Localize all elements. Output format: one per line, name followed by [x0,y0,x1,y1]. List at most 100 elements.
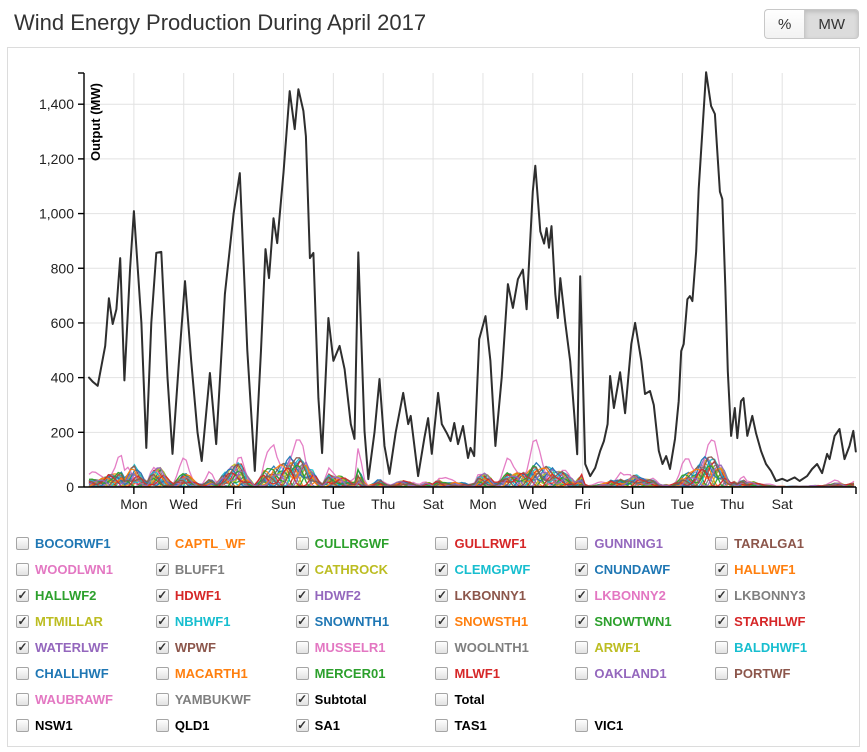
legend-item-MACARTH1[interactable]: MACARTH1 [155,660,296,686]
unchecked-checkbox[interactable] [435,692,449,706]
unchecked-checkbox[interactable] [715,536,729,550]
checked-checkbox[interactable]: ✓ [155,561,169,576]
legend-item-YAMBUKWF[interactable]: YAMBUKWF [155,686,296,712]
legend-item-BLUFF1[interactable]: ✓ BLUFF1 [155,556,296,582]
legend-item-BALDHWF1[interactable]: BALDHWF1 [715,634,855,660]
legend-item-MUSSELR1[interactable]: MUSSELR1 [295,634,436,660]
unchecked-checkbox[interactable] [16,692,29,706]
legend-item-CLEMGPWF[interactable]: ✓ CLEMGPWF [435,556,575,582]
legend-item-WOOLNTH1[interactable]: WOOLNTH1 [435,634,575,660]
unchecked-checkbox[interactable] [155,718,169,732]
legend-item-CAPTL_WF[interactable]: CAPTL_WF [155,530,296,556]
checked-checkbox[interactable]: ✓ [295,691,309,706]
legend-item-GULLRWF1[interactable]: GULLRWF1 [435,530,575,556]
legend-item-NSW1[interactable]: NSW1 [16,712,156,738]
unchecked-checkbox[interactable] [575,640,589,654]
legend-item-OAKLAND1[interactable]: OAKLAND1 [575,660,715,686]
checked-checkbox[interactable]: ✓ [295,613,309,628]
unchecked-checkbox[interactable] [435,718,449,732]
unchecked-checkbox[interactable] [435,640,449,654]
checked-checkbox[interactable]: ✓ [155,587,169,602]
legend-item-HALLWF1[interactable]: ✓ HALLWF1 [715,556,855,582]
checked-checkbox[interactable]: ✓ [715,613,729,628]
legend-item-CNUNDAWF[interactable]: ✓ CNUNDAWF [575,556,715,582]
x-tick-label: Sun [620,496,645,512]
checked-checkbox[interactable]: ✓ [295,587,309,602]
unchecked-checkbox[interactable] [295,536,309,550]
legend-item-LKBONNY2[interactable]: ✓ LKBONNY2 [575,582,715,608]
legend-item-TARALGA1[interactable]: TARALGA1 [715,530,855,556]
legend-item-ARWF1[interactable]: ARWF1 [575,634,715,660]
legend-item-GUNNING1[interactable]: GUNNING1 [575,530,715,556]
legend-item-LKBONNY3[interactable]: ✓ LKBONNY3 [715,582,855,608]
legend-item-STARHLWF[interactable]: ✓ STARHLWF [715,608,855,634]
checked-checkbox[interactable]: ✓ [435,587,449,602]
checked-checkbox[interactable]: ✓ [16,639,29,654]
unchecked-checkbox[interactable] [435,536,449,550]
percent-button[interactable]: % [764,9,805,39]
legend-item-LKBONNY1[interactable]: ✓ LKBONNY1 [435,582,575,608]
legend-item-SA1[interactable]: ✓ SA1 [295,712,436,738]
legend-item-HDWF2[interactable]: ✓ HDWF2 [295,582,436,608]
unchecked-checkbox[interactable] [155,536,169,550]
legend-item-NBHWF1[interactable]: ✓ NBHWF1 [155,608,296,634]
checked-checkbox[interactable]: ✓ [715,587,729,602]
unchecked-checkbox[interactable] [295,666,309,680]
x-tick-label: Tue [671,496,695,512]
legend-item-CULLRGWF[interactable]: CULLRGWF [295,530,436,556]
legend-item-QLD1[interactable]: QLD1 [155,712,296,738]
legend-label: SA1 [314,717,340,733]
legend-label: Total [454,691,485,707]
legend-item-PORTWF[interactable]: PORTWF [715,660,855,686]
legend-item-SNOWNTH1[interactable]: ✓ SNOWNTH1 [295,608,436,634]
legend-item-MLWF1[interactable]: MLWF1 [435,660,575,686]
legend-item-WPWF[interactable]: ✓ WPWF [155,634,296,660]
legend-item-MERCER01[interactable]: MERCER01 [295,660,436,686]
unchecked-checkbox[interactable] [575,666,589,680]
checked-checkbox[interactable]: ✓ [435,613,449,628]
unchecked-checkbox[interactable] [435,666,449,680]
unchecked-checkbox[interactable] [155,666,169,680]
legend-item-SNOWTWN1[interactable]: ✓ SNOWTWN1 [575,608,715,634]
checked-checkbox[interactable]: ✓ [155,613,169,628]
legend-item-Subtotal[interactable]: ✓ Subtotal [295,686,436,712]
checked-checkbox[interactable]: ✓ [16,613,29,628]
legend-item-WOODLWN1[interactable]: WOODLWN1 [16,556,156,582]
unchecked-checkbox[interactable] [16,562,29,576]
unchecked-checkbox[interactable] [16,718,29,732]
checked-checkbox[interactable]: ✓ [575,587,589,602]
unchecked-checkbox[interactable] [575,718,589,732]
checked-checkbox[interactable]: ✓ [295,717,309,732]
x-tick-label: Sat [772,496,793,512]
checked-checkbox[interactable]: ✓ [715,561,729,576]
legend-item-MTMILLAR[interactable]: ✓ MTMILLAR [16,608,156,634]
checked-checkbox[interactable]: ✓ [575,561,589,576]
legend-item-BOCORWF1[interactable]: BOCORWF1 [16,530,156,556]
unchecked-checkbox[interactable] [16,666,29,680]
unchecked-checkbox[interactable] [16,536,29,550]
legend-item-CHALLHWF[interactable]: CHALLHWF [16,660,156,686]
legend-label: QLD1 [174,717,210,733]
legend-item-SNOWSTH1[interactable]: ✓ SNOWSTH1 [435,608,575,634]
legend-item-Total[interactable]: Total [435,686,575,712]
legend-item-HALLWF2[interactable]: ✓ HALLWF2 [16,582,156,608]
legend-item-WAUBRAWF[interactable]: WAUBRAWF [16,686,156,712]
y-tick-label: 0 [66,479,74,495]
checked-checkbox[interactable]: ✓ [435,561,449,576]
checked-checkbox[interactable]: ✓ [155,639,169,654]
legend-item-CATHROCK[interactable]: ✓ CATHROCK [295,556,436,582]
unchecked-checkbox[interactable] [715,666,729,680]
legend-item-TAS1[interactable]: TAS1 [435,712,575,738]
checked-checkbox[interactable]: ✓ [295,561,309,576]
unchecked-checkbox[interactable] [575,536,589,550]
unchecked-checkbox[interactable] [155,692,169,706]
legend-item-HDWF1[interactable]: ✓ HDWF1 [155,582,296,608]
unchecked-checkbox[interactable] [715,640,729,654]
checked-checkbox[interactable]: ✓ [16,587,29,602]
mw-button[interactable]: MW [804,9,859,39]
unchecked-checkbox[interactable] [295,640,309,654]
legend-label: WAUBRAWF [35,691,113,707]
checked-checkbox[interactable]: ✓ [575,613,589,628]
legend-item-VIC1[interactable]: VIC1 [575,712,715,738]
legend-item-WATERLWF[interactable]: ✓ WATERLWF [16,634,156,660]
